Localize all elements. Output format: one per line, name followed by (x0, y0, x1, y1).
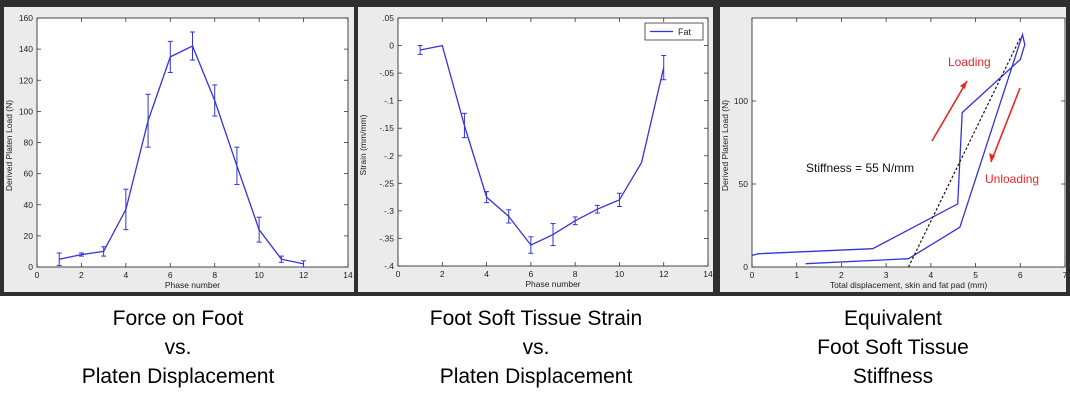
caption-right: Equivalent Foot Soft Tissue Stiffness (716, 304, 1070, 391)
y-tick-label: -.2 (384, 151, 394, 161)
y-tick-label: 160 (19, 13, 33, 23)
unloading-arrowhead (989, 153, 995, 162)
series-line-1 (751, 32, 1026, 265)
legend-box (644, 22, 704, 41)
stiffness-fit-line (907, 37, 1021, 268)
x-tick-label: 2 (79, 270, 84, 280)
x-tick-label: 6 (528, 269, 533, 279)
x-axis-label: Phase number (165, 280, 220, 290)
caption-middle-line-2: vs. (522, 336, 550, 359)
x-tick-label: 1 (794, 270, 799, 280)
x-tick-label: 8 (212, 270, 217, 280)
caption-right-line-2: Foot Soft Tissue (817, 336, 969, 359)
x-tick-label: 7 (1063, 270, 1068, 280)
y-tick-label: 100 (734, 96, 748, 106)
y-tick-label: 0 (743, 262, 748, 272)
caption-left: Force on Foot vs. Platen Displacement (0, 304, 356, 391)
x-tick-label: 2 (839, 270, 844, 280)
plot-border (36, 17, 349, 268)
x-tick-label: 2 (440, 269, 445, 279)
y-tick-label: 60 (24, 169, 34, 179)
x-tick-label: 0 (396, 269, 401, 279)
loading-arrowhead (960, 81, 967, 89)
x-axis-label: Total displacement, skin and fat pad (mm… (830, 280, 987, 290)
x-tick-label: 8 (573, 269, 578, 279)
x-tick-label: 4 (484, 269, 489, 279)
x-tick-label: 6 (168, 270, 173, 280)
unloading-annotation: Unloading (985, 172, 1039, 186)
y-tick-label: 80 (24, 138, 34, 148)
y-axis-label: Strain (mm/mm) (358, 114, 368, 175)
x-tick-label: 3 (884, 270, 889, 280)
caption-middle-line-3: Platen Displacement (439, 365, 633, 388)
unloading-arrow (990, 87, 1021, 163)
y-tick-label: -.15 (379, 123, 394, 133)
y-axis-label: Derived Platen Load (N) (720, 100, 730, 191)
plot-border (397, 17, 709, 267)
loading-annotation: Loading (948, 55, 991, 69)
caption-left-line-3: Platen Displacement (81, 365, 275, 388)
y-tick-label: 120 (19, 75, 33, 85)
x-tick-label: 12 (299, 270, 309, 280)
y-tick-label: 20 (24, 231, 34, 241)
x-tick-label: 10 (615, 269, 625, 279)
plot-area-3 (752, 18, 1065, 267)
chart-2: 0 2 4 6 8 10 12 14 .05 0 -.05 -.1 -.15 -.2 -.25 -.3 -.35… (358, 13, 713, 289)
y-tick-label: 50 (739, 179, 749, 189)
y-tick-label: -.05 (379, 68, 394, 78)
caption-right-line-1: Equivalent (843, 307, 943, 330)
loading-arrow (931, 80, 968, 142)
chart-3: 0 1 2 3 4 5 6 7 0 50 100 Total displacement, skin a… (720, 17, 1068, 290)
legend-label: Fat (678, 27, 692, 37)
y-axis-label: Derived Platen Load (N) (4, 100, 14, 191)
x-axis-label: Phase number (525, 279, 580, 289)
x-tick-label: 10 (254, 270, 264, 280)
x-tick-label: 5 (973, 270, 978, 280)
x-tick-label: 12 (659, 269, 669, 279)
x-tick-label: 4 (928, 270, 933, 280)
x-tick-label: 6 (1018, 270, 1023, 280)
y-tick-label: -.25 (379, 178, 394, 188)
y-tick-label: -.1 (384, 96, 394, 106)
y-tick-label: 140 (19, 44, 33, 54)
y-tick-label: 0 (389, 41, 394, 51)
caption-left-line-1: Force on Foot (112, 307, 244, 330)
stiffness-annotation: Stiffness = 55 N/mm (806, 161, 914, 175)
series-line-1 (419, 44, 665, 246)
x-tick-label: 0 (750, 270, 755, 280)
y-tick-label: 40 (24, 200, 34, 210)
x-tick-label: 4 (123, 270, 128, 280)
x-tick-label: 14 (703, 269, 713, 279)
y-tick-label: 0 (28, 262, 33, 272)
caption-right-line-3: Stiffness (852, 365, 934, 388)
y-tick-label: -.3 (384, 206, 394, 216)
y-tick-label: 100 (19, 106, 33, 116)
y-tick-label: .05 (382, 13, 394, 23)
x-tick-label: 0 (35, 270, 40, 280)
y-tick-label: -.4 (384, 261, 394, 271)
caption-middle-line-1: Foot Soft Tissue Strain (429, 307, 643, 330)
x-tick-label: 14 (343, 270, 353, 280)
caption-middle: Foot Soft Tissue Strain vs. Platen Displ… (356, 304, 716, 391)
caption-left-line-2: vs. (164, 336, 192, 359)
series-line-1 (59, 45, 304, 265)
y-tick-label: -.35 (379, 233, 394, 243)
